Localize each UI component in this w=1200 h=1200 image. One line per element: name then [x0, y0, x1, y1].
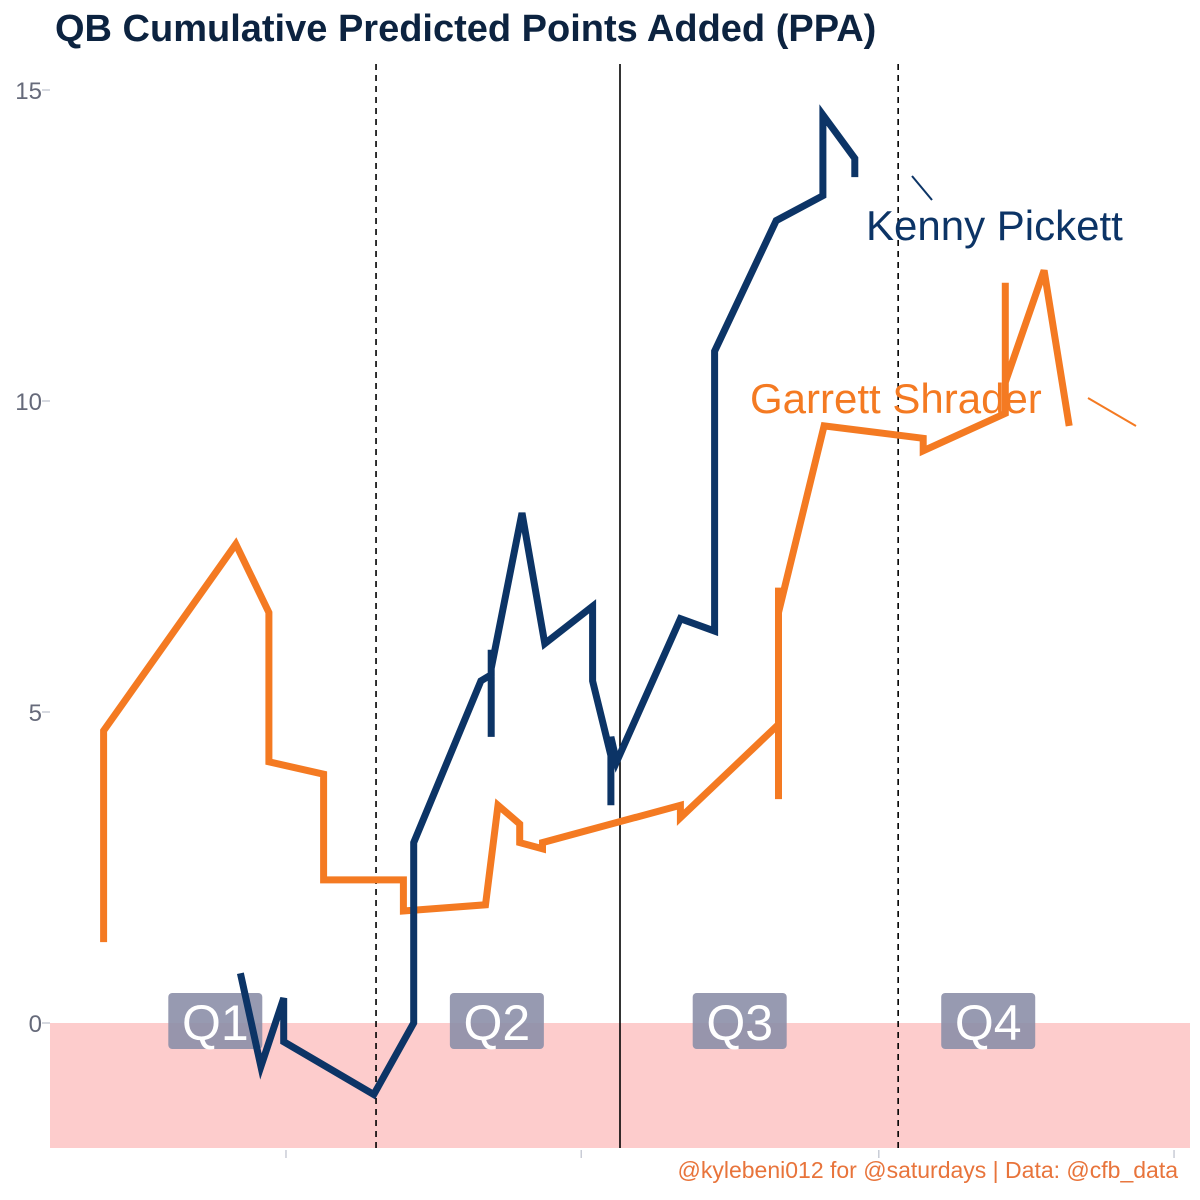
y-tick-label: 5	[29, 700, 42, 727]
series-label-kenny-pickett: Kenny Pickett	[866, 202, 1123, 249]
quarter-label-box	[692, 993, 787, 1049]
quarter-label-text: Q1	[182, 995, 249, 1051]
quarter-label-q1: Q1	[168, 993, 263, 1051]
series-labels: Kenny Pickett Garrett Shrader	[750, 175, 1137, 427]
quarter-label-text: Q3	[706, 995, 773, 1051]
quarter-label-q3: Q3	[692, 993, 787, 1051]
label-leader-kenny-pickett	[911, 175, 933, 201]
series-label-garrett-shrader: Garrett Shrader	[750, 375, 1042, 422]
y-tick-label: 10	[15, 389, 42, 416]
x-axis-ticks	[285, 1150, 1175, 1158]
series-lines	[100, 104, 1073, 1100]
label-leader-garrett-shrader	[1087, 397, 1137, 427]
y-tick-label: 0	[29, 1011, 42, 1038]
y-tick-label: 15	[15, 78, 42, 105]
quarter-labels: Q1 Q2 Q3 Q4	[168, 993, 1036, 1051]
y-axis: 0 5 10 15	[15, 78, 50, 1038]
series-line-garrett-shrader	[100, 269, 1073, 943]
quarter-label-box	[941, 993, 1036, 1049]
quarter-label-text: Q2	[464, 995, 531, 1051]
quarter-label-q4: Q4	[941, 993, 1036, 1051]
quarter-label-box	[168, 993, 263, 1049]
quarter-dividers	[375, 64, 899, 1148]
quarter-label-q2: Q2	[449, 993, 544, 1051]
chart-caption: @kylebeni012 for @saturdays | Data: @cfb…	[677, 1157, 1179, 1183]
quarter-label-text: Q4	[955, 995, 1022, 1051]
chart-title: QB Cumulative Predicted Points Added (PP…	[55, 8, 877, 50]
quarter-label-box	[449, 993, 544, 1049]
series-line-kenny-pickett	[236, 104, 859, 1100]
